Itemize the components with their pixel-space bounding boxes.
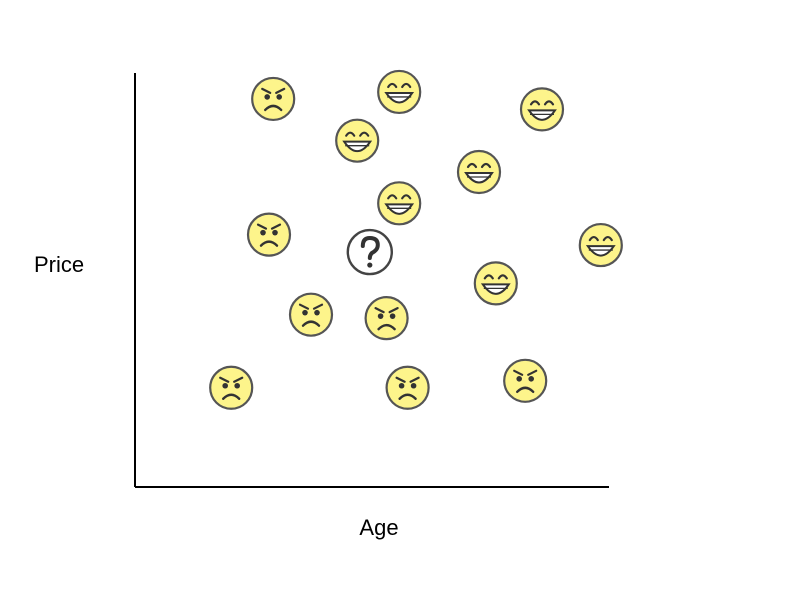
happy-face-point	[519, 87, 565, 132]
unhappy-face-point	[209, 365, 254, 410]
unhappy-face-point	[251, 76, 296, 122]
happy-face-point	[473, 261, 518, 306]
unhappy-face-point	[288, 292, 334, 337]
happy-face-point	[377, 69, 422, 115]
unhappy-face-point	[364, 296, 409, 341]
data-points	[209, 69, 623, 410]
query-question-point	[346, 228, 393, 276]
happy-face-point	[456, 149, 502, 195]
unhappy-face-point	[503, 358, 548, 403]
happy-face-point	[377, 181, 422, 226]
happy-face-point	[578, 222, 623, 268]
happy-face-point	[335, 118, 380, 163]
y-axis-label: Price	[34, 252, 84, 277]
unhappy-face-point	[246, 212, 292, 257]
unhappy-face-point	[385, 365, 430, 410]
x-axis-label: Age	[359, 515, 398, 540]
